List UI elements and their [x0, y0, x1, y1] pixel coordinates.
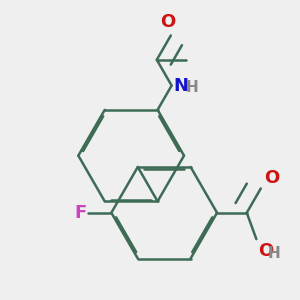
Text: H: H	[268, 246, 281, 261]
Text: F: F	[74, 204, 87, 222]
Text: H: H	[185, 80, 198, 95]
Text: O: O	[264, 169, 279, 187]
Text: N: N	[173, 76, 188, 94]
Text: O: O	[258, 242, 273, 260]
Text: O: O	[160, 13, 175, 31]
